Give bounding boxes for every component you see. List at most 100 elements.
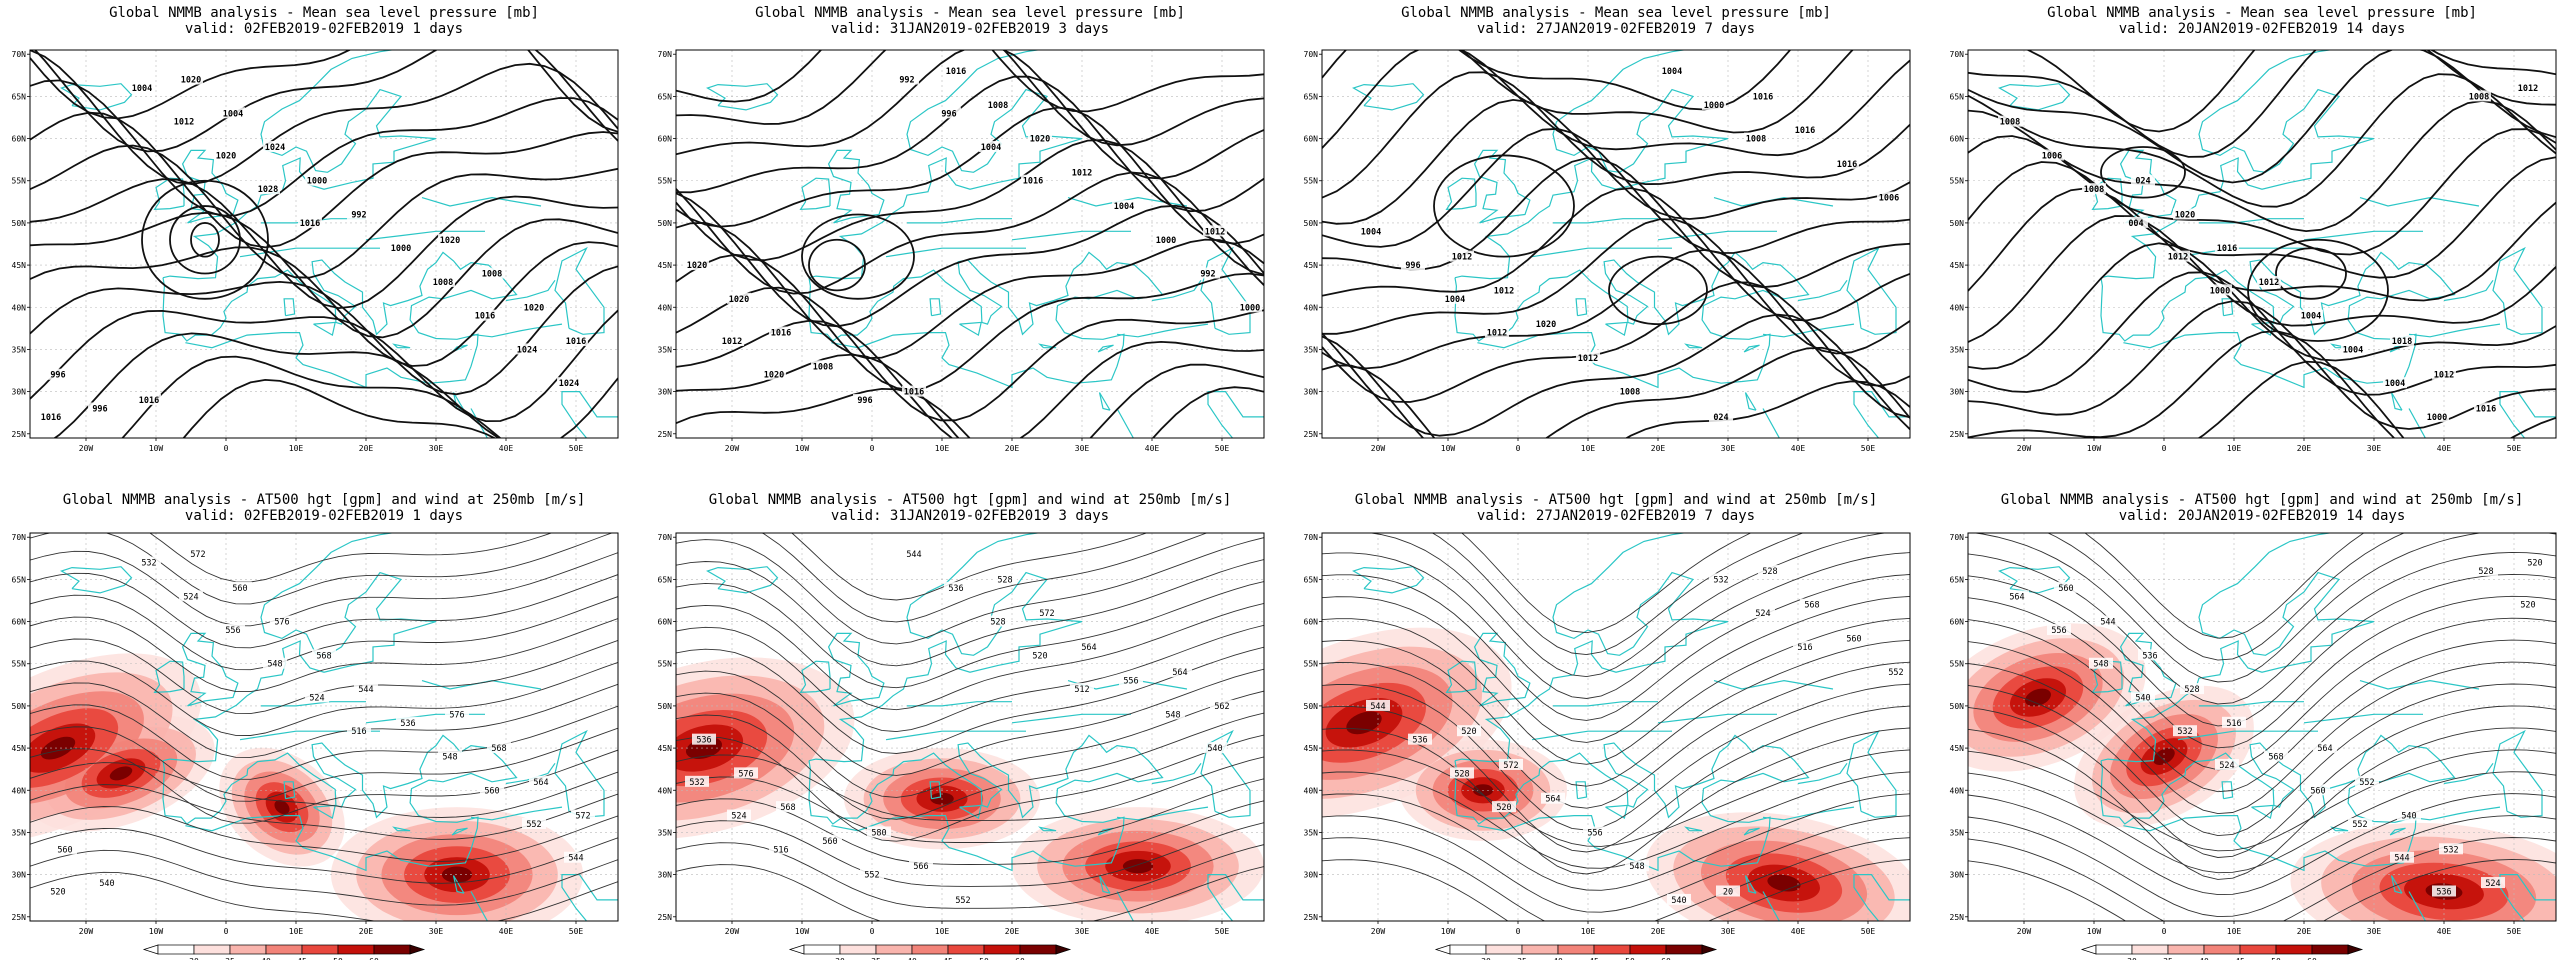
lat-tick-label: 35N <box>1950 345 1965 354</box>
lat-tick-label: 60N <box>1304 618 1319 627</box>
height-contour <box>1968 727 2556 880</box>
coastline <box>2359 679 2480 690</box>
colorbar-segment <box>301 944 339 955</box>
height-contour <box>1322 771 1910 869</box>
lon-tick-label: 0 <box>870 444 875 453</box>
height-contour <box>30 871 618 921</box>
coastline <box>1473 149 1531 224</box>
map-panel: Global NMMB analysis - AT500 hgt [gpm] a… <box>658 492 1265 960</box>
isobar <box>2275 247 2347 300</box>
panel-title: Global NMMB analysis - Mean sea level pr… <box>755 5 1185 21</box>
map-frame <box>29 532 619 922</box>
lon-tick-label: 40E <box>499 444 514 453</box>
colorbar-segment <box>337 944 375 955</box>
colorbar-label: 60 <box>2307 957 2317 960</box>
coastline <box>283 298 296 317</box>
height-contour <box>2047 533 2405 661</box>
colorbar-segment <box>1629 944 1667 955</box>
coastline <box>2303 713 2423 724</box>
height-contour <box>676 646 1264 754</box>
coastline <box>1797 279 1848 302</box>
coastline <box>2389 827 2406 836</box>
contour-label: 1020 <box>687 261 707 271</box>
coastline <box>2443 762 2494 785</box>
contour-label: 1016 <box>2217 244 2237 254</box>
coastline <box>470 323 563 338</box>
coastline <box>2091 660 2123 694</box>
contour-label: 528 <box>1454 769 1469 779</box>
panel-valid-period: valid: 27JAN2019-02FEB2019 7 days <box>1477 21 1755 37</box>
coastline <box>1846 729 1897 818</box>
wind-shading <box>2153 748 2175 766</box>
lat-tick-label: 50N <box>1304 219 1319 228</box>
lon-tick-label: 10W <box>2087 444 2102 453</box>
contour-label: 576 <box>449 710 464 720</box>
coastline <box>2408 874 2556 921</box>
coastline <box>1116 323 1209 338</box>
height-contour <box>676 624 1264 733</box>
coastline <box>153 177 185 211</box>
coastline <box>2303 230 2423 241</box>
contour-label: 528 <box>997 575 1012 585</box>
contour-label: 564 <box>1081 643 1096 653</box>
coastline <box>392 343 411 349</box>
colorbar-label: 35 <box>225 957 235 960</box>
contour-label: 1016 <box>1753 92 1773 102</box>
coastline <box>1038 343 1057 349</box>
contour-label: 572 <box>190 550 205 560</box>
isobar <box>190 222 220 258</box>
coastline <box>60 566 133 594</box>
coastline <box>2100 533 2375 763</box>
coastline <box>1011 713 1131 724</box>
coastline <box>959 321 982 337</box>
height-contour <box>30 762 618 818</box>
lat-tick-label: 45N <box>658 744 673 753</box>
height-contour <box>1322 617 1910 765</box>
lat-tick-label: 55N <box>1304 177 1319 186</box>
lon-tick-label: 20E <box>1651 927 1666 936</box>
isobar <box>1322 249 1910 387</box>
height-contour <box>1968 858 2556 921</box>
contour-label: 1016 <box>139 396 159 406</box>
coastline <box>706 83 779 111</box>
coastline <box>1200 729 1251 818</box>
lon-tick-label: 10E <box>2227 927 2242 936</box>
contour-label: 1000 <box>1704 101 1724 111</box>
coastline <box>885 247 1026 258</box>
lon-tick-label: 20E <box>359 444 374 453</box>
coastline <box>2408 323 2501 338</box>
map-frame <box>675 49 1265 439</box>
isobar <box>1322 98 1910 225</box>
lat-tick-label: 70N <box>1304 50 1319 59</box>
contour-label: 1000 <box>1156 236 1176 246</box>
contour-label: 1012 <box>1578 354 1598 364</box>
height-contour <box>761 533 1209 623</box>
lat-tick-label: 35N <box>1304 828 1319 837</box>
contour-label: 1012 <box>1072 168 1092 178</box>
lon-tick-label: 0 <box>2162 927 2167 936</box>
contour-label: 536 <box>2436 887 2451 897</box>
contour-label: 1006 <box>2042 151 2062 161</box>
height-contour <box>1322 815 1910 913</box>
height-contour <box>1322 683 1910 831</box>
contour-label: 992 <box>1200 270 1215 280</box>
lon-tick-label: 50E <box>2507 444 2522 453</box>
lon-tick-label: 20E <box>1005 927 1020 936</box>
colorbar-segment <box>2311 944 2349 955</box>
coastline <box>1762 874 1910 921</box>
lon-tick-label: 20W <box>79 927 94 936</box>
map-frame <box>1321 532 1911 922</box>
isobar <box>121 355 502 438</box>
coastline <box>1657 713 1777 724</box>
coastline <box>2390 875 2403 894</box>
contour-label: 564 <box>2317 744 2332 754</box>
lat-tick-label: 70N <box>1304 533 1319 542</box>
contour-label: 1020 <box>764 371 784 381</box>
height-contour <box>30 704 618 780</box>
isobar <box>1322 50 1910 157</box>
colorbar-label: 40 <box>2199 957 2209 960</box>
contour-label: 20 <box>1723 887 1733 897</box>
contour-label: 516 <box>351 727 366 737</box>
contour-label: 560 <box>2058 584 2073 594</box>
contour-label: 996 <box>941 109 956 119</box>
